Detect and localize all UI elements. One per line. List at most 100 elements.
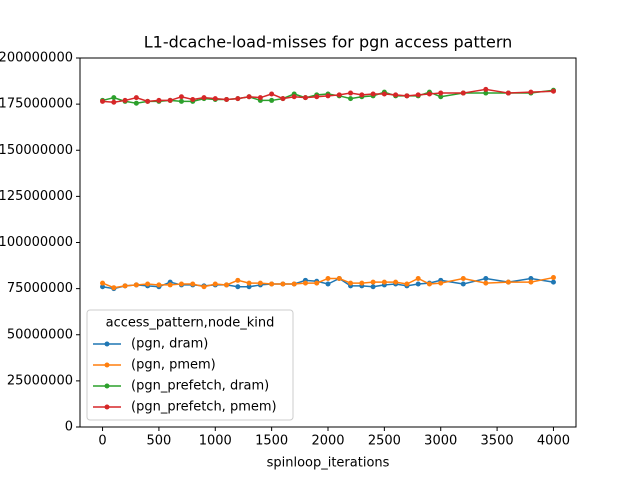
data-point [122,97,128,103]
data-point [100,98,106,104]
data-point [528,89,534,95]
data-point [246,94,252,100]
data-point [133,95,139,101]
x-tick-label: 3500 [481,434,514,449]
legend-marker [104,404,110,410]
data-point [359,92,365,98]
x-tick-label: 2500 [368,434,401,449]
data-point [460,90,466,96]
y-tick-label: 200000000 [0,51,73,66]
data-point [460,275,466,281]
data-point [415,92,421,98]
legend-label: (pgn_prefetch, dram) [131,379,269,394]
data-point [460,281,466,287]
data-point [438,94,444,100]
data-point [291,94,297,100]
data-point [201,95,207,101]
data-point [404,281,410,287]
data-point [178,98,184,104]
data-point [235,277,241,283]
data-point [201,284,207,290]
data-point [483,275,489,281]
data-point [483,86,489,92]
y-tick-label: 75000000 [7,281,73,296]
data-point [348,96,354,102]
data-point [246,280,252,286]
x-tick-label: 3000 [424,434,457,449]
data-point [257,280,263,286]
legend-title: access_pattern,node_kind [106,316,275,331]
data-point [550,279,556,285]
data-point [336,92,342,98]
x-tick-label: 0 [98,434,106,449]
data-point [133,100,139,106]
legend-marker [104,362,110,368]
data-point [280,96,286,102]
data-point [426,91,432,97]
y-tick-label: 125000000 [0,189,73,204]
data-point [302,95,308,101]
data-point [122,283,128,289]
data-point [156,282,162,288]
data-point [336,275,342,281]
data-point [224,97,230,103]
data-point [235,284,241,290]
legend-label: (pgn_prefetch, pmem) [131,400,277,415]
x-tick-label: 1500 [255,434,288,449]
data-point [314,94,320,100]
data-point [212,96,218,102]
data-point [438,280,444,286]
legend-marker [104,341,110,347]
data-point [415,275,421,281]
data-point [156,97,162,103]
legend-label: (pgn, dram) [131,337,208,352]
data-point [280,281,286,287]
y-tick-label: 175000000 [0,97,73,112]
data-point [246,284,252,290]
data-point [426,281,432,287]
data-point [550,88,556,94]
data-point [111,99,117,105]
x-axis-label: spinloop_iterations [267,456,390,471]
data-point [133,282,139,288]
data-point [190,281,196,287]
data-point [190,97,196,103]
data-point [325,281,331,287]
data-point [370,284,376,290]
data-point [269,97,275,103]
data-point [145,98,151,104]
data-point [438,90,444,96]
data-point [483,280,489,286]
data-point [348,90,354,96]
data-point [291,281,297,287]
x-tick-label: 4000 [537,434,570,449]
data-point [550,275,556,281]
data-point [167,282,173,288]
data-point [224,282,230,288]
data-point [111,95,117,101]
data-point [505,90,511,96]
y-tick-label: 25000000 [7,373,73,388]
data-point [348,280,354,286]
data-point [100,280,106,286]
data-point [381,91,387,97]
data-point [359,280,365,286]
data-point [269,91,275,97]
data-point [145,281,151,287]
data-point [269,281,275,287]
data-point [381,279,387,285]
y-tick-label: 150000000 [0,143,73,158]
data-point [370,279,376,285]
data-point [111,285,117,291]
chart-title: L1-dcache-load-misses for pgn access pat… [144,33,513,52]
data-point [235,96,241,102]
data-point [325,275,331,281]
data-point [212,281,218,287]
data-point [314,280,320,286]
legend-label: (pgn, pmem) [131,358,216,373]
data-point [528,279,534,285]
x-tick-label: 2000 [311,434,344,449]
data-point [528,275,534,281]
data-point [167,97,173,103]
